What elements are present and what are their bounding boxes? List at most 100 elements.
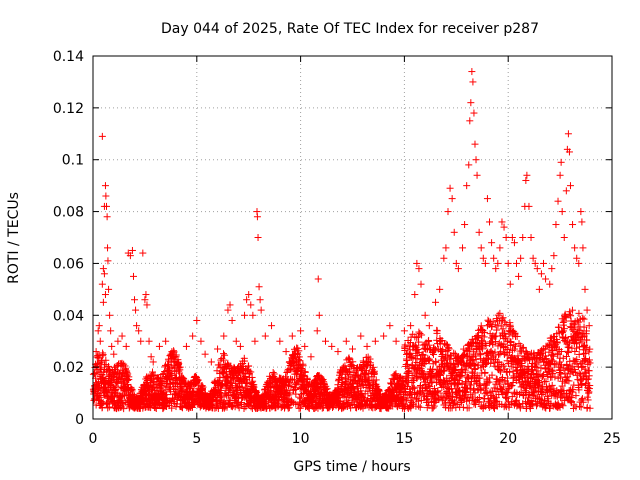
grid [93,56,612,419]
data-point [322,337,330,345]
data-point [253,213,261,221]
data-point [198,385,206,393]
data-point [535,285,543,293]
data-point [565,344,573,352]
data-point [307,353,315,361]
data-point [417,280,425,288]
x-axis-label: GPS time / hours [293,459,410,475]
data-point [459,244,467,252]
data-point [247,301,255,309]
data-point [120,360,128,368]
data-point [470,109,478,117]
data-point [201,350,209,358]
data-point [256,296,264,304]
data-point [416,403,424,411]
data-point [558,208,566,216]
data-point [241,311,249,319]
data-point [99,351,107,359]
data-point [490,254,498,262]
data-point [276,337,284,345]
data-point [493,326,501,334]
y-tick-label: 0.08 [53,205,84,221]
data-point [517,254,525,262]
data-point [560,234,568,241]
data-point [328,342,336,350]
data-point [99,298,107,306]
data-point [503,394,511,402]
data-point [446,184,454,192]
x-tick-label: 15 [395,431,413,447]
data-point [468,68,476,76]
y-tick-label: 0.1 [62,153,84,169]
data-point [400,327,408,335]
data-point [539,372,547,380]
data-point [114,337,122,345]
data-point [564,130,572,138]
data-point [207,358,215,366]
data-point [297,327,305,335]
y-tick-label: 0.04 [53,308,84,324]
data-point [152,405,160,413]
data-point [108,342,116,350]
data-point [108,377,116,385]
data-point [386,322,394,330]
data-point [214,345,222,353]
data-point [122,342,130,350]
data-point [566,182,574,190]
data-point [105,285,113,293]
data-point [170,347,178,355]
data-point [581,285,589,293]
data-point [155,342,163,350]
data-point [257,306,265,314]
data-point [585,388,593,396]
data-point [527,234,535,241]
data-point [98,403,106,411]
data-point [542,377,550,385]
data-point [575,309,583,317]
data-point [104,404,112,412]
data-point [92,348,100,356]
data-point [128,387,136,395]
data-point [465,161,473,169]
data-point [123,380,131,388]
data-point [371,337,379,345]
data-point [161,386,169,394]
data-point [585,356,593,364]
data-point [502,234,510,241]
data-point [556,171,564,179]
data-point [548,381,556,389]
data-point [118,332,126,340]
data-point [581,349,589,357]
y-tick-label: 0.02 [53,360,84,376]
data-point [199,383,207,391]
data-point [104,244,112,252]
data-point [546,280,554,288]
data-point [137,337,145,345]
data-point [539,259,547,267]
data-point [448,195,456,203]
data-point [94,327,102,335]
y-tick-label: 0 [75,412,84,428]
data-point [387,379,395,387]
y-tick-label: 0.14 [53,49,84,65]
data-point [115,404,123,412]
data-point [490,384,498,392]
data-point [171,357,179,365]
data-points [89,68,594,413]
data-point [550,252,558,260]
data-point [163,391,171,399]
data-point [569,221,577,229]
data-point [513,259,521,267]
data-point [101,182,109,190]
chart-title: Day 044 of 2025, Rate Of TEC Index for r… [161,21,539,37]
data-point [98,132,106,140]
data-point [467,99,475,107]
data-point [125,373,133,381]
data-point [537,270,545,278]
data-point [523,171,531,179]
x-tick-label: 0 [89,431,98,447]
data-point [334,348,342,356]
data-point [411,291,419,299]
data-point [313,327,321,335]
